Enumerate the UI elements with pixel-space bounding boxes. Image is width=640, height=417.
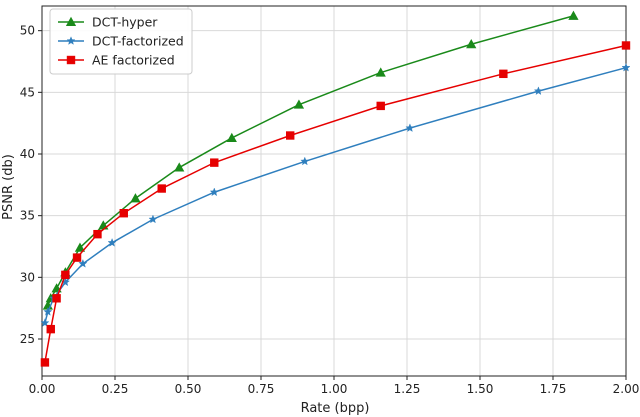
x-tick-label: 2.00: [613, 382, 640, 396]
legend-label-ae-factorized: AE factorized: [92, 53, 175, 68]
data-point-ae-factorized: [499, 69, 508, 79]
series-ae-factorized: [40, 41, 631, 367]
data-point-dct-hyper: [174, 162, 185, 172]
data-point-ae-factorized: [210, 158, 219, 167]
data-point-dct-hyper: [130, 193, 141, 203]
data-point-dct-factorized: [148, 214, 158, 224]
data-point-dct-hyper: [568, 10, 579, 20]
plot-frame: [41, 5, 627, 377]
x-tick-label: 1.50: [467, 382, 494, 396]
x-tick-label: 0.00: [29, 382, 56, 396]
data-point-dct-factorized: [621, 62, 631, 72]
data-point-dct-hyper: [293, 99, 305, 109]
series-line-dct-factorized: [44, 66, 627, 324]
x-tick-label: 0.25: [102, 382, 129, 396]
data-point-dct-factorized: [78, 259, 88, 268]
data-point-dct-factorized: [405, 123, 415, 132]
axes: 0.00 0.25 0.50 0.75 1.00 1.25 1.50 1.75 2.00 25 30…: [20, 5, 640, 396]
y-tick-label: 30: [20, 270, 35, 284]
series-layer: [40, 10, 631, 367]
data-point-dct-factorized: [43, 307, 53, 316]
data-point-dct-hyper: [375, 67, 386, 77]
data-point-ae-factorized: [376, 101, 385, 111]
data-point-dct-hyper: [466, 39, 477, 49]
grid: [41, 6, 627, 376]
x-tick-label: 0.75: [248, 382, 275, 396]
data-point-ae-factorized: [621, 41, 631, 50]
data-point-ae-factorized: [46, 324, 55, 334]
x-axis-label: Rate (bpp): [301, 401, 370, 416]
data-point-ae-factorized: [119, 209, 128, 218]
x-tick-label: 0.50: [175, 382, 202, 396]
y-tick-label: 40: [20, 147, 35, 161]
x-tick-label: 1.25: [394, 382, 421, 396]
data-point-ae-factorized: [157, 184, 166, 193]
y-tick-label: 45: [20, 85, 35, 99]
legend: DCT-hyper DCT-factorized AE factorized: [49, 8, 193, 75]
data-point-ae-factorized: [93, 229, 102, 239]
y-tick-label: 25: [20, 332, 35, 346]
legend-label-dct-hyper: DCT-hyper: [92, 15, 158, 30]
y-axis-label: PSNR (db): [1, 154, 16, 220]
legend-marker-dct-hyper: [65, 16, 77, 26]
data-point-ae-factorized: [61, 270, 70, 280]
legend-marker-dct-factorized: [66, 36, 76, 45]
legend-label-dct-factorized: DCT-factorized: [92, 34, 184, 49]
data-point-ae-factorized: [285, 131, 295, 140]
legend-box: [49, 8, 193, 75]
series-dct-factorized: [40, 62, 631, 327]
x-tick-label: 1.00: [321, 382, 348, 396]
data-point-dct-factorized: [40, 318, 50, 327]
data-point-ae-factorized: [40, 358, 50, 367]
data-point-ae-factorized: [52, 294, 61, 303]
y-tick-label: 50: [20, 24, 35, 38]
data-point-dct-factorized: [107, 238, 117, 247]
data-point-dct-factorized: [300, 156, 310, 166]
data-point-ae-factorized: [72, 253, 82, 262]
data-point-dct-hyper: [226, 132, 237, 142]
legend-marker-ae-factorized: [66, 55, 76, 65]
x-tick-label: 1.75: [540, 382, 567, 396]
y-tick-label: 35: [20, 209, 35, 223]
data-point-dct-hyper: [74, 242, 86, 252]
data-point-dct-factorized: [533, 86, 543, 95]
data-point-dct-factorized: [209, 187, 219, 197]
